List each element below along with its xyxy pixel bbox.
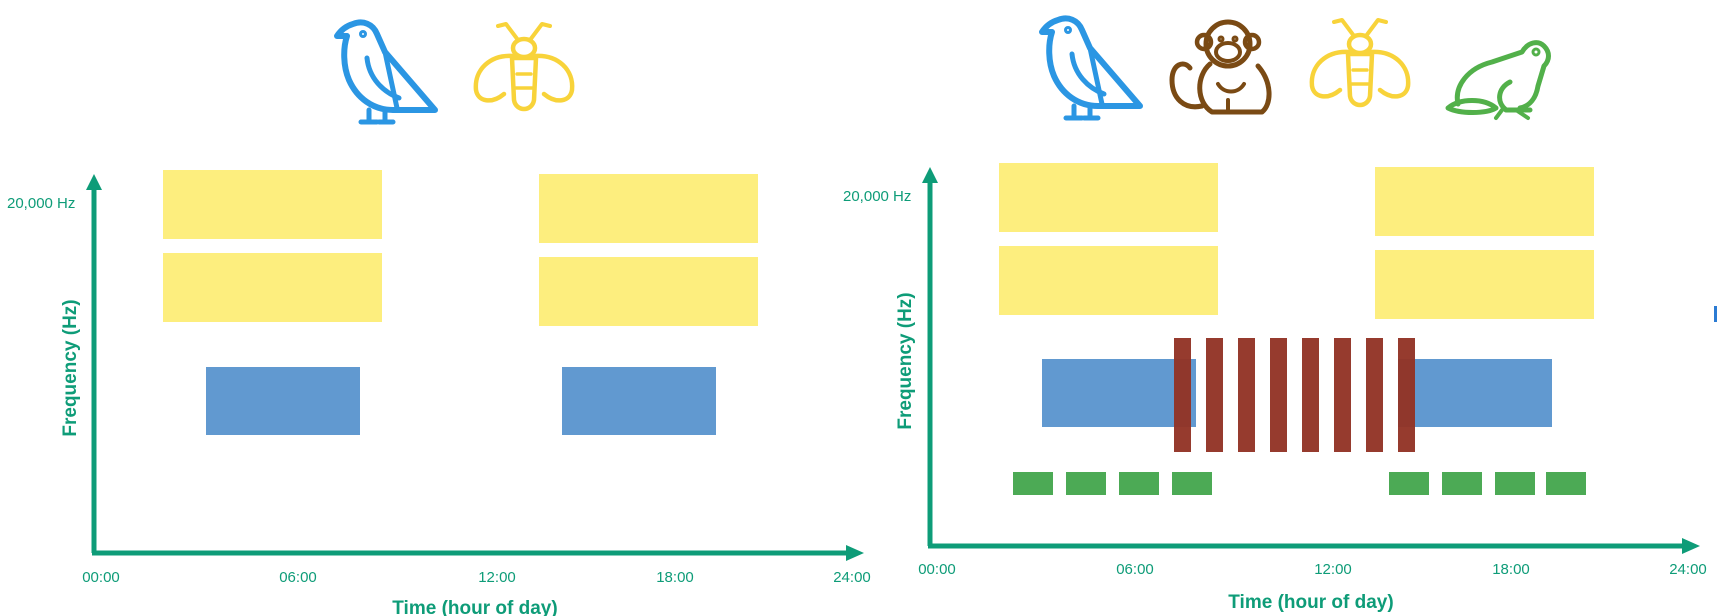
x-tick-label: 06:00 [1116,561,1154,578]
frog-sound-block [1119,472,1159,495]
y-axis-title: Frequency (Hz) [60,299,81,436]
x-tick-label: 00:00 [918,561,956,578]
insect-sound-block [539,174,758,243]
y-axis-title: Frequency (Hz) [895,292,916,429]
x-axis-title: Time (hour of day) [392,598,557,616]
monkey-sound-bar [1206,338,1223,452]
bird-icon [337,22,435,122]
insect-icon [476,24,572,109]
x-tick-label: 24:00 [833,569,871,586]
frog-sound-blocks [1013,472,1586,495]
frog-sound-block [1013,472,1053,495]
x-axis-title: Time (hour of day) [1228,592,1393,613]
frog-icon [1448,43,1549,118]
x-axis-arrow [846,545,864,561]
insect-sound-block [539,257,758,326]
frog-sound-block [1442,472,1482,495]
frog-sound-block [1389,472,1429,495]
monkey-sound-bar [1270,338,1287,452]
monkey-icon [1172,22,1269,112]
insect-icon [1312,20,1408,105]
frog-sound-block [1495,472,1535,495]
monkey-sound-bar [1238,338,1255,452]
x-tick-label: 18:00 [656,569,694,586]
bird-sound-block [1398,359,1552,427]
monkey-sound-bar [1174,338,1191,452]
monkey-sound-bar [1334,338,1351,452]
panel-left: 20,000 Hz Frequency (Hz) 00:00 06:00 12:… [7,22,871,616]
insect-sound-block [999,246,1218,315]
x-tick-label: 24:00 [1669,561,1707,578]
bird-sound-block [1042,359,1196,427]
monkey-sound-bar [1366,338,1383,452]
monkey-sound-bar [1398,338,1415,452]
bird-sound-block [562,367,716,435]
insect-sound-block [163,253,382,322]
insect-sound-block [999,163,1218,232]
y-axis-arrow [922,167,938,183]
bird-sound-block [206,367,360,435]
x-tick-label: 12:00 [478,569,516,586]
insect-sound-block [163,170,382,239]
icon-row-right [1042,18,1549,118]
x-tick-label: 00:00 [82,569,120,586]
frog-sound-block [1546,472,1586,495]
y-max-label: 20,000 Hz [843,188,911,205]
x-tick-label: 18:00 [1492,561,1530,578]
frog-sound-block [1066,472,1106,495]
icon-row-left [337,22,572,122]
x-axis-arrow [1682,538,1700,554]
monkey-sound-bars [1174,338,1415,452]
x-tick-label: 06:00 [279,569,317,586]
edge-marker [1714,306,1717,322]
insect-sound-block [1375,250,1594,319]
y-axis-arrow [86,174,102,190]
panel-right: 20,000 Hz Frequency (Hz) 00:00 06:00 12:… [843,18,1707,613]
monkey-sound-bar [1302,338,1319,452]
frog-sound-block [1172,472,1212,495]
x-tick-label: 12:00 [1314,561,1352,578]
insect-sound-block [1375,167,1594,236]
y-max-label: 20,000 Hz [7,195,75,212]
bird-icon [1042,18,1140,118]
